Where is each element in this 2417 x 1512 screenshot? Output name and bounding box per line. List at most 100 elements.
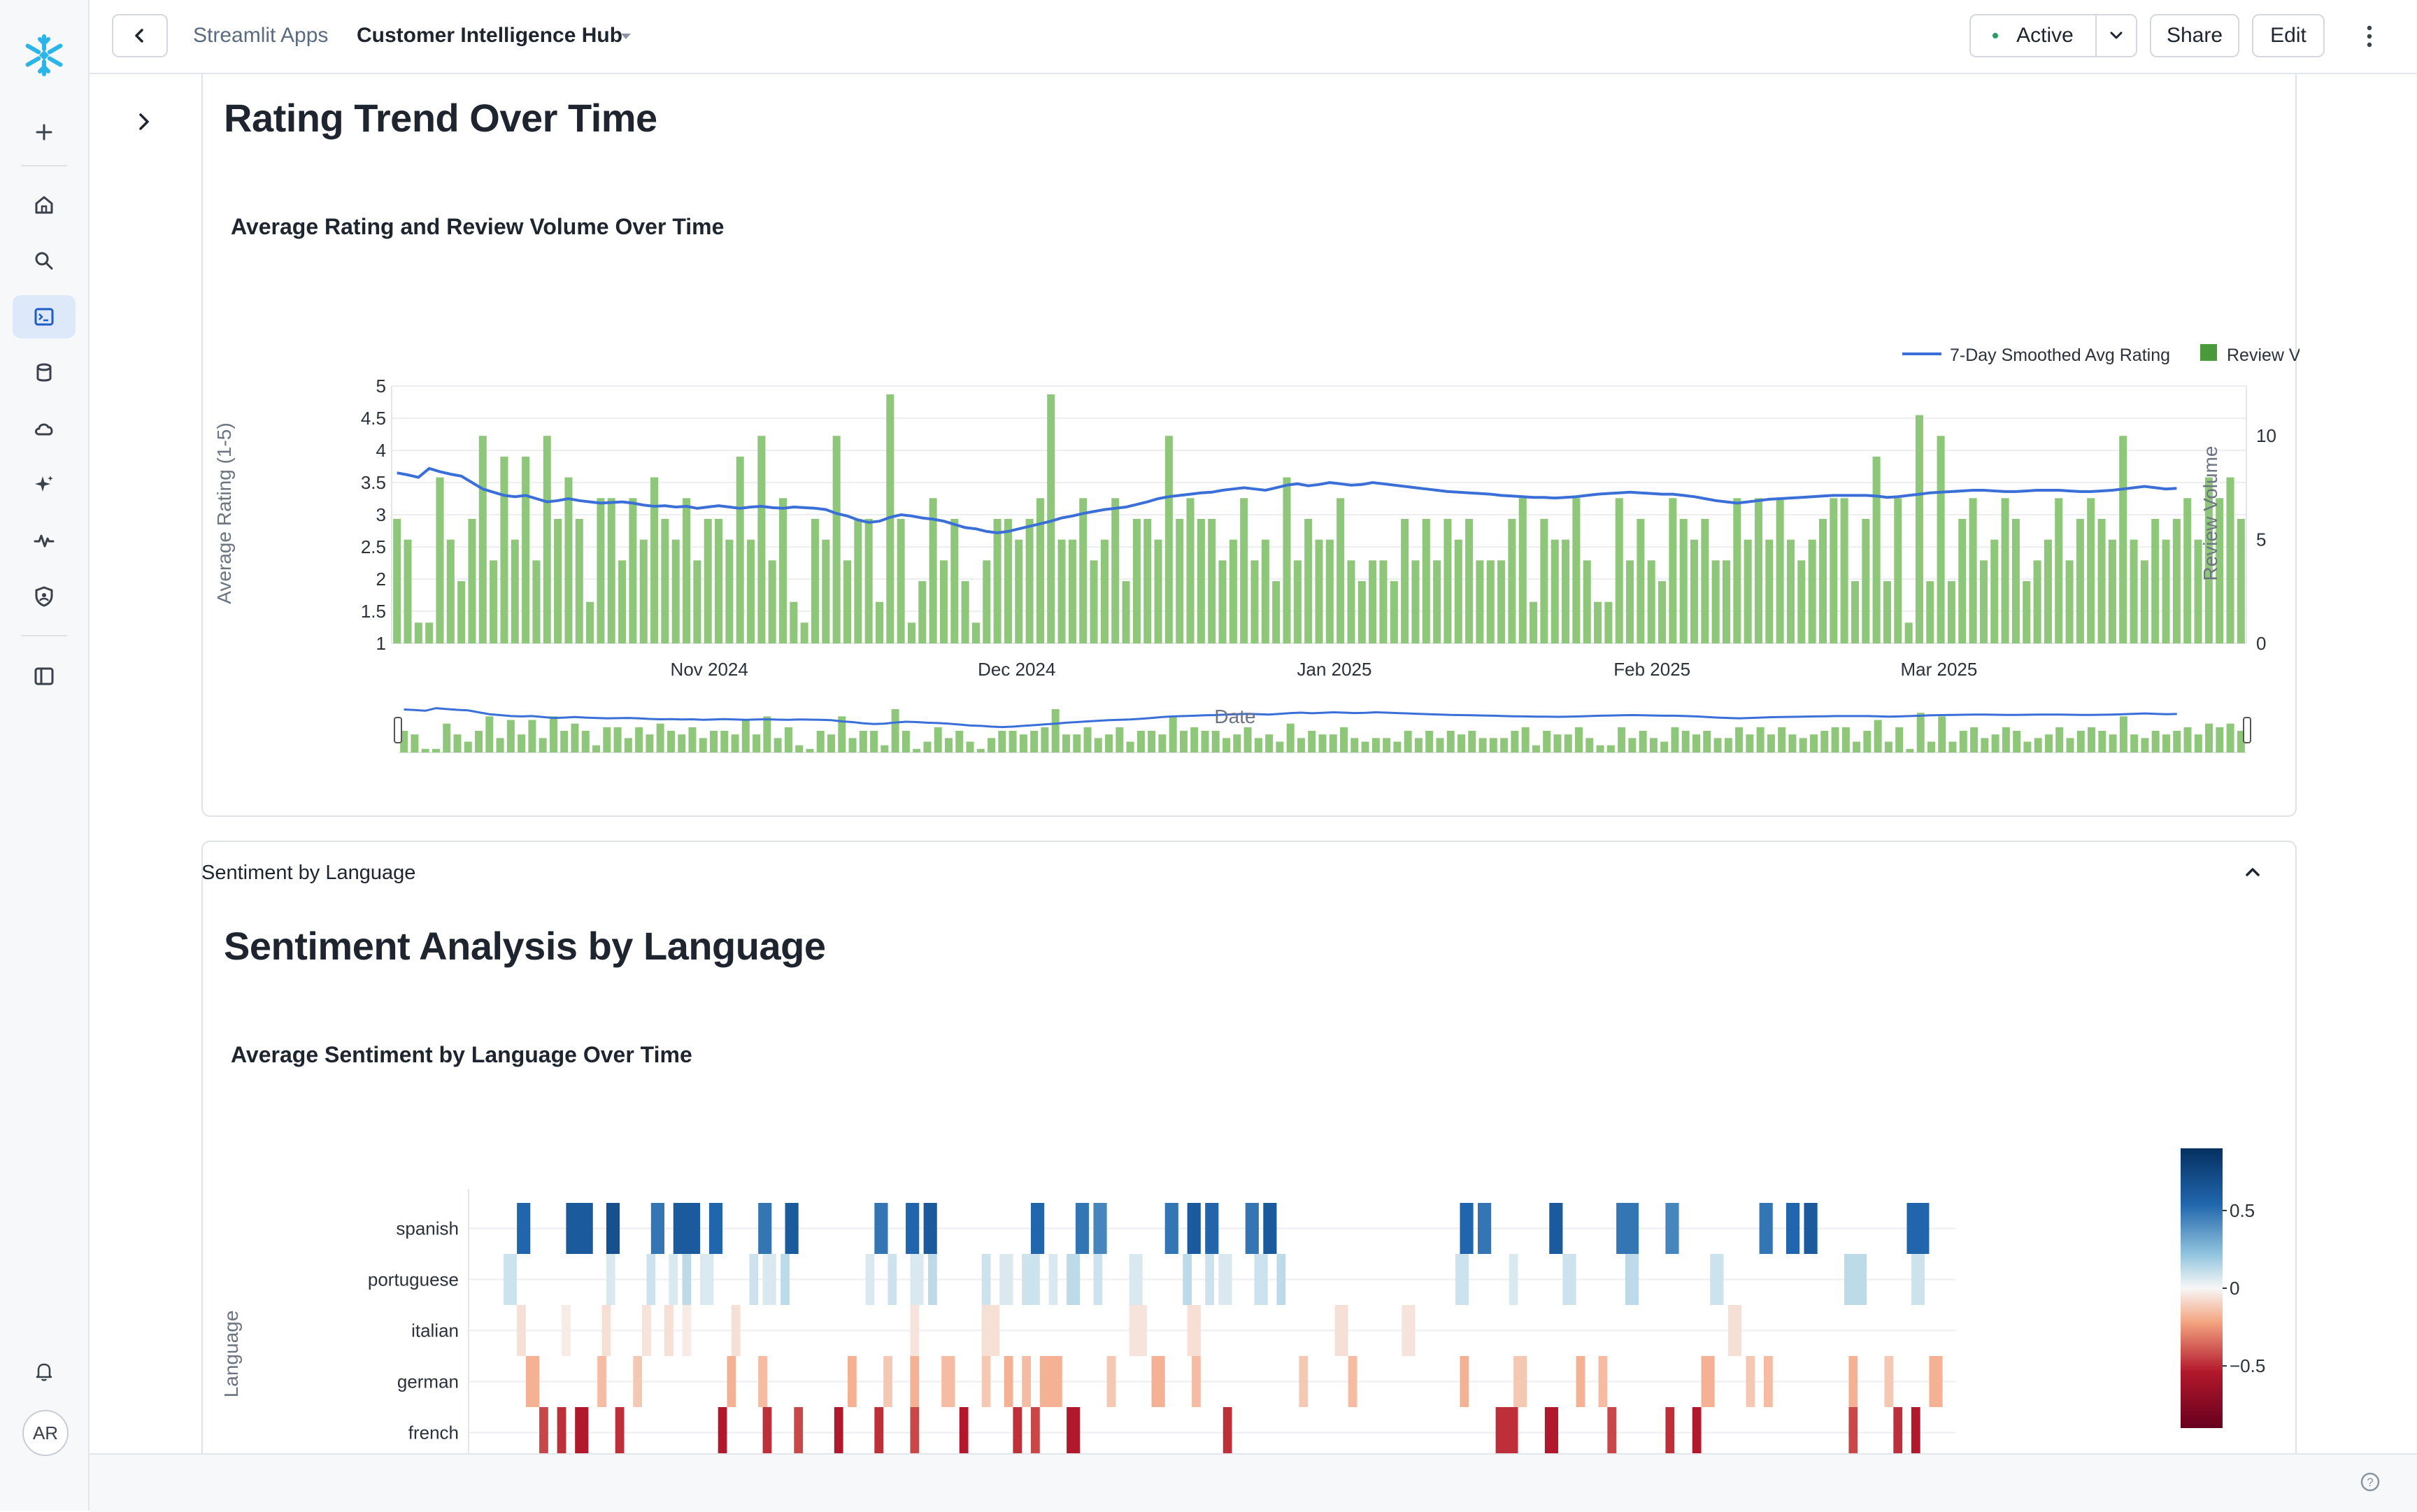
volume-bar[interactable] [1530,601,1538,643]
heatmap-cell[interactable] [1004,1356,1013,1407]
volume-bar[interactable] [1744,539,1752,643]
volume-bar[interactable] [564,477,573,643]
volume-bar[interactable] [1132,518,1141,643]
heatmap-cell[interactable] [1205,1254,1214,1305]
heatmap-cell[interactable] [1067,1407,1081,1453]
volume-bar[interactable] [586,601,594,643]
volume-bar[interactable] [1818,518,1827,643]
toggle-panel-button[interactable] [13,655,76,698]
heatmap-cell[interactable] [1254,1254,1268,1305]
heatmap-cell[interactable] [959,1407,969,1453]
volume-bar[interactable] [2001,498,2009,643]
heatmap-cell[interactable] [1460,1203,1474,1254]
volume-bar[interactable] [1969,498,1977,643]
notifications-button[interactable] [13,1350,76,1393]
volume-bar[interactable] [2226,477,2234,643]
heatmap-cell[interactable] [566,1203,593,1254]
help-icon[interactable]: ? [2360,1471,2381,1492]
volume-bar[interactable] [1647,560,1655,643]
volume-bar[interactable] [2055,498,2063,643]
volume-bar[interactable] [1518,498,1527,643]
heatmap-cell[interactable] [606,1203,620,1254]
volume-bar[interactable] [1197,518,1205,643]
volume-bar[interactable] [1401,518,1409,643]
legend-smoothed-rating[interactable]: 7-Day Smoothed Avg Rating [1950,345,2170,365]
volume-bar[interactable] [832,436,841,643]
heatmap-cell[interactable] [731,1305,741,1356]
volume-bar[interactable] [457,580,466,643]
volume-bar[interactable] [779,498,787,643]
heatmap-cell[interactable] [1151,1356,1165,1407]
heatmap-cell[interactable] [1187,1305,1201,1356]
heatmap-cell[interactable] [557,1407,566,1453]
heatmap-cell[interactable] [682,1305,692,1356]
rangeslider-right-handle[interactable] [2243,717,2251,743]
edit-button[interactable]: Edit [2252,14,2325,57]
heatmap-cell[interactable] [981,1254,991,1305]
heatmap-cell[interactable] [762,1254,776,1305]
volume-bar[interactable] [1090,560,1098,643]
heatmap-cell[interactable] [1804,1203,1818,1254]
search-button[interactable] [13,239,76,283]
volume-bar[interactable] [1208,518,1216,643]
volume-bar[interactable] [490,560,498,643]
volume-bar[interactable] [1304,518,1313,643]
chevron-up-icon[interactable] [2241,860,2265,884]
heatmap-cell[interactable] [758,1356,767,1407]
heatmap-cell[interactable] [1884,1356,1894,1407]
heatmap-cell[interactable] [664,1305,673,1356]
volume-bar[interactable] [1390,580,1398,643]
volume-bar[interactable] [790,601,798,643]
heatmap-cell[interactable] [887,1254,897,1305]
volume-bar[interactable] [2183,498,2192,643]
volume-bar[interactable] [971,622,980,643]
volume-bar[interactable] [1283,477,1291,643]
volume-bar[interactable] [1990,539,1999,643]
volume-bar[interactable] [683,498,691,643]
volume-bar[interactable] [1540,518,1548,643]
volume-bar[interactable] [1669,498,1677,643]
heatmap-cell[interactable] [1911,1407,1920,1453]
caret-down-icon[interactable] [618,31,634,42]
heatmap-cell[interactable] [1625,1254,1639,1305]
heatmap-cell[interactable] [834,1407,843,1453]
volume-bar[interactable] [1894,498,1902,643]
volume-bar[interactable] [2216,498,2224,643]
volume-bar[interactable] [1240,498,1248,643]
volume-bar[interactable] [1465,518,1474,643]
heatmap-cell[interactable] [525,1356,540,1407]
data-button[interactable] [13,351,76,394]
volume-bar[interactable] [864,518,873,643]
volume-bar[interactable] [468,518,476,643]
volume-bar[interactable] [1594,601,1602,643]
volume-bar[interactable] [1176,518,1184,643]
volume-bar[interactable] [1497,560,1506,643]
smoothed-rating-line[interactable] [397,466,2177,534]
volume-bar[interactable] [2151,518,2160,643]
heatmap-cell[interactable] [1616,1203,1639,1254]
volume-bar[interactable] [1958,518,1967,643]
volume-bar[interactable] [1830,498,1838,643]
heatmap-cell[interactable] [1022,1254,1040,1305]
volume-bar[interactable] [1443,518,1452,643]
heatmap-cell[interactable] [669,1254,678,1305]
heatmap-cell[interactable] [910,1356,920,1407]
rating-volume-chart[interactable]: 1 1.5 2 2.5 3 3.5 4 4.5 5 0 5 10 Nov 2024 Dec 2024 J… [201,249,2300,808]
heatmap-cell[interactable] [1187,1203,1201,1254]
breadcrumb-streamlit-apps[interactable]: Streamlit Apps [193,24,329,47]
volume-bar[interactable] [1379,560,1388,643]
heatmap-cell[interactable] [517,1203,531,1254]
heatmap-cell[interactable] [633,1356,643,1407]
heatmap-cell[interactable] [597,1356,606,1407]
volume-bar[interactable] [1422,518,1430,643]
volume-bar[interactable] [1786,539,1795,643]
heatmap-cell[interactable] [1129,1305,1148,1356]
volume-bar[interactable] [1186,498,1195,643]
status-dropdown-button[interactable] [2095,14,2137,57]
volume-bar[interactable] [1637,518,1645,643]
heatmap-cell[interactable] [1785,1203,1800,1254]
heatmap-cell[interactable] [503,1254,518,1305]
volume-bar[interactable] [704,518,712,643]
heatmap-cell[interactable] [1911,1254,1925,1305]
volume-bar[interactable] [757,436,766,643]
